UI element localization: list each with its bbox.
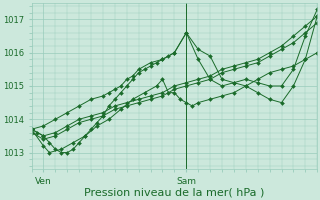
X-axis label: Pression niveau de la mer( hPa ): Pression niveau de la mer( hPa ) xyxy=(84,187,265,197)
